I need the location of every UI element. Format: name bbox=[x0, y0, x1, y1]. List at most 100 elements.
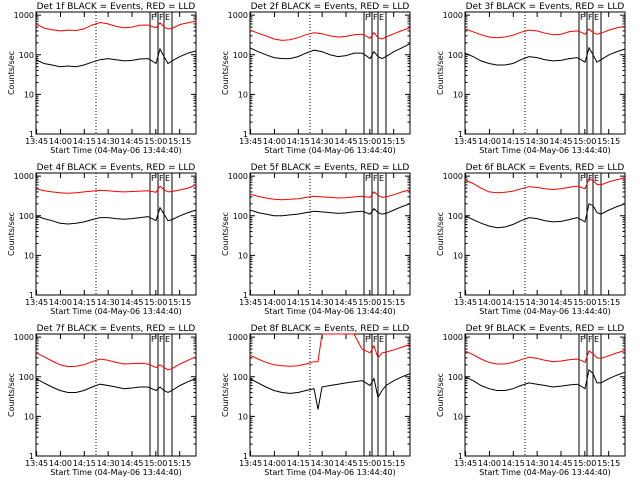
series-line-lld bbox=[249, 189, 411, 201]
y-axis-label: Counts/sec bbox=[221, 373, 230, 417]
x-tick-label: 15:00 bbox=[144, 459, 167, 468]
x-tick-label: 13:45 bbox=[25, 459, 48, 468]
y-tick-label: 1 bbox=[29, 452, 34, 461]
x-tick-label: 15:15 bbox=[382, 459, 405, 468]
series-line-lld bbox=[35, 184, 197, 194]
x-tick-label: 14:45 bbox=[334, 137, 357, 146]
x-tick-label: 14:15 bbox=[502, 298, 525, 307]
y-tick-label: 1000 bbox=[14, 172, 34, 181]
x-axis-label: Start Time (04-May-06 13:44:40) bbox=[264, 146, 395, 155]
y-tick-label: 100 bbox=[19, 373, 34, 382]
plot-frame bbox=[249, 11, 411, 135]
region-label: E bbox=[165, 174, 170, 183]
series-line-events bbox=[464, 368, 626, 391]
x-tick-label: 14:15 bbox=[287, 459, 310, 468]
x-tick-label: 15:00 bbox=[358, 137, 381, 146]
x-tick-label: 14:15 bbox=[502, 137, 525, 146]
y-tick-label: 1000 bbox=[228, 11, 248, 20]
y-tick-label: 1 bbox=[243, 291, 248, 300]
x-axis-label: Start Time (04-May-06 13:44:40) bbox=[50, 468, 181, 477]
chart-panel-6: Det 6f BLACK = Events, RED = LLD 1 10 100 10… bbox=[436, 163, 626, 316]
plot-frame bbox=[35, 172, 197, 296]
region-label: F bbox=[580, 335, 585, 344]
y-axis-label: Counts/sec bbox=[7, 373, 16, 417]
x-axis-label: Start Time (04-May-06 13:44:40) bbox=[264, 468, 395, 477]
y-tick-label: 1000 bbox=[14, 11, 34, 20]
x-tick-label: 14:00 bbox=[263, 459, 286, 468]
x-tick-label: 14:30 bbox=[526, 459, 549, 468]
y-tick-label: 10 bbox=[24, 412, 34, 421]
x-tick-label: 13:45 bbox=[239, 459, 262, 468]
x-tick-label: 15:00 bbox=[358, 459, 381, 468]
region-label: E bbox=[379, 174, 384, 183]
x-tick-label: 15:15 bbox=[597, 459, 620, 468]
x-tick-label: 14:30 bbox=[97, 298, 120, 307]
x-tick-label: 15:15 bbox=[597, 137, 620, 146]
region-label: F bbox=[365, 335, 370, 344]
plot-frame bbox=[249, 172, 411, 296]
x-tick-label: 14:00 bbox=[478, 137, 501, 146]
chart-panel-7: Det 7f BLACK = Events, RED = LLD 1 10 100 10… bbox=[7, 324, 197, 477]
x-tick-label: 15:00 bbox=[144, 137, 167, 146]
x-tick-label: 14:30 bbox=[97, 137, 120, 146]
y-tick-label: 1 bbox=[243, 452, 248, 461]
x-tick-label: 15:15 bbox=[382, 137, 405, 146]
x-tick-label: 14:15 bbox=[73, 137, 96, 146]
chart-title: Det 2f BLACK = Events, RED = LLD bbox=[251, 2, 410, 12]
y-tick-label: 10 bbox=[24, 90, 34, 99]
chart-panel-5: Det 5f BLACK = Events, RED = LLD 1 10 100 10… bbox=[221, 163, 411, 316]
y-tick-label: 1 bbox=[29, 291, 34, 300]
x-tick-label: 14:00 bbox=[49, 459, 72, 468]
y-axis-label: Counts/sec bbox=[436, 373, 445, 417]
x-tick-label: 15:15 bbox=[168, 459, 191, 468]
y-tick-label: 1000 bbox=[443, 11, 463, 20]
x-tick-label: 15:15 bbox=[597, 298, 620, 307]
x-tick-label: 13:45 bbox=[454, 459, 477, 468]
y-tick-label: 100 bbox=[19, 212, 34, 221]
y-tick-label: 100 bbox=[233, 373, 248, 382]
series-line-events bbox=[35, 378, 197, 394]
y-axis-label: Counts/sec bbox=[221, 212, 230, 256]
series-line-events bbox=[249, 373, 411, 410]
series-line-events bbox=[35, 206, 197, 225]
series-line-lld bbox=[464, 177, 626, 194]
x-tick-label: 14:30 bbox=[311, 298, 334, 307]
region-label: F bbox=[365, 174, 370, 183]
x-tick-label: 15:15 bbox=[168, 298, 191, 307]
series-line-lld bbox=[35, 352, 197, 371]
y-tick-label: 1000 bbox=[228, 172, 248, 181]
region-label: E bbox=[594, 174, 599, 183]
x-tick-label: 14:45 bbox=[120, 459, 143, 468]
x-tick-label: 14:15 bbox=[287, 298, 310, 307]
region-label: F bbox=[580, 174, 585, 183]
series-line-lld bbox=[35, 20, 197, 32]
region-label: F bbox=[159, 335, 164, 344]
x-tick-label: 14:45 bbox=[334, 459, 357, 468]
x-tick-label: 14:30 bbox=[97, 459, 120, 468]
x-tick-label: 14:45 bbox=[549, 459, 572, 468]
x-tick-label: 14:45 bbox=[120, 137, 143, 146]
x-tick-label: 14:15 bbox=[73, 459, 96, 468]
x-tick-label: 14:15 bbox=[287, 137, 310, 146]
x-axis-label: Start Time (04-May-06 13:44:40) bbox=[479, 307, 610, 316]
region-label: E bbox=[379, 13, 384, 22]
region-label: F bbox=[588, 335, 593, 344]
chart-title: Det 6f BLACK = Events, RED = LLD bbox=[466, 163, 625, 173]
y-axis-label: Counts/sec bbox=[436, 51, 445, 95]
region-label: F bbox=[588, 174, 593, 183]
x-axis-label: Start Time (04-May-06 13:44:40) bbox=[50, 307, 181, 316]
x-tick-label: 14:00 bbox=[49, 298, 72, 307]
x-tick-label: 14:30 bbox=[526, 298, 549, 307]
chart-title: Det 3f BLACK = Events, RED = LLD bbox=[466, 2, 625, 12]
chart-panel-2: Det 2f BLACK = Events, RED = LLD 1 10 100 10… bbox=[221, 2, 411, 155]
region-label: F bbox=[151, 335, 156, 344]
y-tick-label: 1000 bbox=[443, 172, 463, 181]
series-line-events bbox=[35, 47, 197, 68]
chart-panel-3: Det 3f BLACK = Events, RED = LLD 1 10 100 10… bbox=[436, 2, 626, 155]
y-tick-label: 10 bbox=[238, 412, 248, 421]
region-label: F bbox=[365, 13, 370, 22]
x-tick-label: 14:00 bbox=[478, 459, 501, 468]
plot-frame bbox=[464, 333, 626, 457]
x-tick-label: 15:00 bbox=[144, 298, 167, 307]
